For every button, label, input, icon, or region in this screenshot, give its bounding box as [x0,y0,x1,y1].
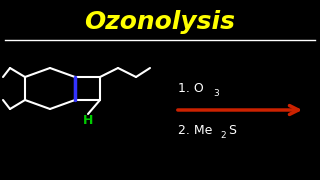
Text: 3: 3 [213,89,219,98]
Text: S: S [228,123,236,136]
Text: H: H [83,114,93,127]
Text: 2: 2 [220,130,226,140]
Text: Ozonolysis: Ozonolysis [84,10,236,34]
Text: 1. O: 1. O [178,82,204,94]
Text: 2. Me: 2. Me [178,123,212,136]
